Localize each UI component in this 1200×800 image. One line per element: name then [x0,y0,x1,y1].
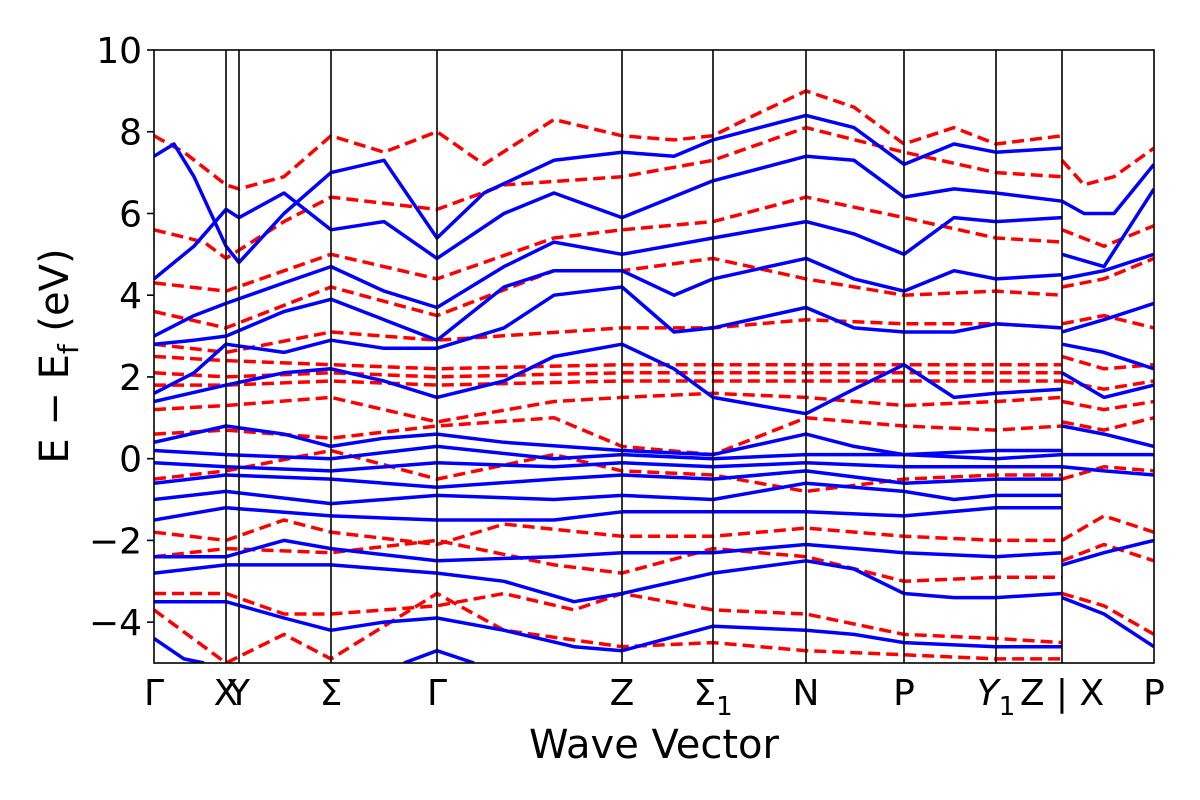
solid-blue-band-23 [1061,424,1154,449]
y-tick-label-2: 0 [119,440,142,481]
solid-blue-band-10 [154,481,1062,506]
solid-blue-band-12 [154,538,1063,563]
solid-blue-band-2 [154,215,1063,338]
x-tick-label-9: Y1 [977,673,1016,722]
dashed-red-band-14 [154,591,1062,663]
y-tick-label-5: 6 [119,194,142,235]
solid-blue-band-11 [154,505,1062,522]
x-tick-label-6: Σ1 [693,673,732,722]
dashed-red-band-19 [1061,354,1154,371]
solid-blue-band-16 [403,648,475,663]
y-tick-label-7: 10 [96,31,142,72]
x-tick-label-5: Z [610,673,635,714]
x-tick-label-7: N [793,673,820,714]
x-axis-ticks: Γ XY Σ Γ Z Σ1 N P Y1 Z | X P [144,673,1165,722]
dashed-red-band-20 [1061,379,1154,391]
solid-blue-band-8 [154,461,1062,473]
high-symmetry-lines [225,50,1063,663]
x-tick-label-0: Γ [144,673,164,714]
dashed-red-band-16 [1061,224,1154,248]
y-axis-label: E − Ef (eV) [32,248,85,463]
y-axis-ticks: −4 −2 0 2 4 6 8 10 [89,31,154,644]
solid-blue-band-15 [154,637,205,663]
y-tick-label-0: −4 [89,603,142,644]
solid-blue-band-18 [1061,187,1154,269]
solid-blue-band-17 [1061,163,1154,216]
y-tick-label-1: −2 [89,521,142,562]
x-tick-label-1: X [214,673,239,714]
solid-blue-band-22 [1061,371,1154,400]
y-tick-label-6: 8 [119,113,142,154]
dashed-red-band-17 [1061,256,1154,289]
band-lines [154,89,1154,663]
dashed-red-band-5 [154,354,1062,371]
x-tick-label-10: Z | X [1020,673,1104,714]
x-axis-label: Wave Vector [529,722,780,768]
solid-blue-band-19 [1061,252,1154,281]
dashed-red-band-4 [154,317,1063,355]
dashed-red-band-11 [154,518,1062,547]
solid-blue-band-0 [154,113,1063,265]
dashed-red-band-3 [154,256,1063,330]
solid-blue-band-26 [1061,538,1154,567]
dashed-red-band-25 [1061,542,1154,563]
dashed-red-band-7 [154,379,1062,387]
x-tick-label-3: Σ [320,673,343,714]
solid-blue-band-1 [154,154,1063,281]
solid-blue-band-27 [1061,595,1154,649]
x-tick-label-8: P [893,673,915,714]
dashed-red-band-6 [154,371,1062,379]
solid-blue-band-20 [1061,301,1154,334]
dashed-red-band-23 [1061,465,1154,481]
dashed-red-band-2 [154,195,1063,293]
x-tick-label-11: P [1143,673,1165,714]
dashed-red-band-24 [1061,514,1154,542]
y-tick-label-3: 2 [119,358,142,399]
dashed-red-band-12 [154,538,1062,584]
plot-frame [153,49,1155,664]
x-tick-label-2: Y [227,673,251,714]
solid-blue-band-3 [154,256,1063,346]
solid-blue-band-21 [1061,342,1154,371]
x-tick-label-4: Γ [427,673,447,714]
dashed-red-band-26 [1061,591,1154,636]
solid-blue-band-4 [154,285,1063,395]
dashed-red-band-0 [154,89,1063,191]
y-tick-label-4: 4 [119,276,142,317]
solid-blue-band-25 [1061,465,1154,477]
dashed-red-band-22 [1061,416,1154,432]
dashed-red-band-21 [1061,399,1154,412]
dashed-red-band-18 [1061,313,1154,330]
solid-blue-band-14 [154,599,1062,653]
dashed-red-band-8 [154,391,1063,424]
